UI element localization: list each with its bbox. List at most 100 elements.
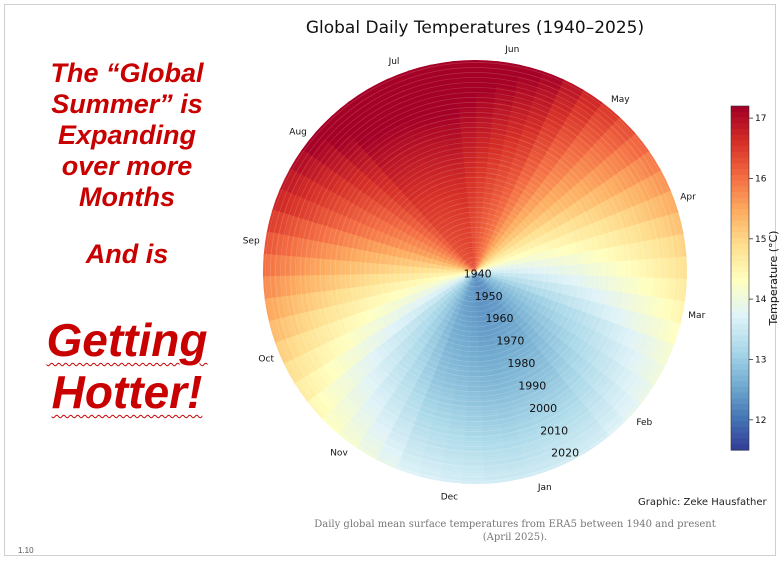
heat-cell [326, 339, 343, 360]
heat-cell [541, 175, 557, 191]
ring-texture [464, 261, 486, 283]
heat-cell [572, 133, 593, 153]
ring-texture [424, 221, 526, 323]
heat-cell [467, 390, 483, 400]
heat-cell [434, 288, 444, 296]
colorbar-step [731, 134, 749, 141]
heat-cell [549, 456, 574, 470]
heat-cell [511, 403, 531, 417]
heat-cell [411, 424, 433, 439]
heat-cell [407, 259, 417, 268]
heat-cell [478, 293, 484, 302]
heat-cell [635, 331, 652, 355]
heat-cell [502, 242, 512, 251]
heat-cell [541, 436, 566, 454]
heat-cell [380, 313, 394, 328]
heat-cell [325, 274, 335, 293]
heat-cell [495, 260, 504, 266]
heat-cell [475, 272, 483, 275]
heat-cell [474, 272, 476, 280]
heat-cell [460, 272, 468, 275]
heat-cell [656, 168, 671, 193]
heat-cell [378, 283, 389, 296]
heat-cell [511, 183, 525, 196]
heat-cell [455, 382, 470, 392]
heat-cell [394, 344, 409, 359]
heat-cell [578, 209, 593, 227]
heat-cell [574, 239, 586, 254]
heat-cell [523, 444, 547, 460]
heat-cell [347, 88, 371, 106]
ring-texture [334, 131, 616, 413]
heat-cell [644, 359, 664, 385]
heat-cell [622, 275, 633, 294]
heat-cell [460, 272, 468, 276]
heat-cell [526, 260, 535, 269]
heat-cell [461, 275, 469, 280]
heat-cell [526, 266, 535, 274]
heat-cell [488, 130, 506, 142]
heat-cell [400, 280, 410, 291]
heat-cell [484, 282, 492, 290]
heat-cell [472, 301, 478, 310]
heat-cell [590, 287, 602, 303]
heat-cell [278, 316, 294, 342]
colorbar-step [731, 306, 749, 313]
heat-cell [485, 213, 495, 223]
month-label-sep: Sep [243, 237, 260, 247]
month-label-aug: Aug [289, 127, 307, 137]
heat-cell [458, 322, 467, 332]
heat-cell [527, 175, 543, 189]
colorbar-step [731, 220, 749, 227]
heat-cell [625, 204, 641, 226]
heat-cell [350, 385, 371, 405]
heat-cell [453, 77, 477, 88]
heat-cell [498, 315, 509, 326]
heat-cell [475, 264, 479, 272]
heat-cell [530, 94, 554, 110]
heat-cell [602, 381, 623, 404]
heat-cell [367, 116, 389, 135]
heat-cell [482, 272, 490, 275]
heat-cell [371, 123, 393, 141]
heat-cell [321, 385, 343, 409]
heat-cell [568, 306, 581, 322]
heat-cell [402, 351, 418, 366]
heat-cell [598, 198, 614, 218]
heat-cell [463, 292, 470, 301]
heat-cell [370, 251, 381, 265]
heat-cell [531, 168, 547, 183]
heat-cell [315, 365, 335, 389]
heat-cell [432, 284, 442, 292]
colorbar-step [731, 197, 749, 205]
heat-cell [666, 188, 679, 213]
heat-cell [314, 308, 329, 329]
heat-cell [417, 169, 433, 183]
heat-cell [427, 125, 446, 138]
heat-cell [422, 261, 432, 269]
heat-cell [475, 265, 480, 272]
heat-cell [497, 247, 506, 256]
colorbar-step [731, 409, 749, 417]
heat-cell [519, 431, 542, 446]
heat-cell [473, 257, 476, 265]
heat-cell [328, 128, 350, 151]
colorbar-step [731, 255, 749, 262]
heat-cell [488, 263, 497, 268]
heat-cell [333, 376, 353, 398]
heat-cell [452, 231, 460, 241]
heat-cell [475, 267, 482, 272]
heat-cell [489, 265, 498, 270]
heat-cell [348, 314, 362, 332]
heat-cell [477, 242, 482, 251]
heat-cell [416, 254, 426, 263]
heat-cell [457, 281, 465, 288]
heat-cell [597, 406, 621, 429]
colorbar-step [731, 432, 749, 440]
heat-cell [525, 108, 548, 124]
heat-cell [340, 260, 349, 277]
heat-cell [465, 242, 471, 251]
heat-cell [513, 246, 524, 255]
heat-cell [380, 136, 401, 153]
heat-cell [446, 260, 455, 266]
